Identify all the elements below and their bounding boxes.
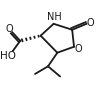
- Text: O: O: [86, 18, 94, 28]
- Text: O: O: [6, 24, 13, 34]
- Text: NH: NH: [47, 12, 62, 22]
- Text: HO: HO: [0, 51, 16, 61]
- Text: O: O: [74, 44, 82, 54]
